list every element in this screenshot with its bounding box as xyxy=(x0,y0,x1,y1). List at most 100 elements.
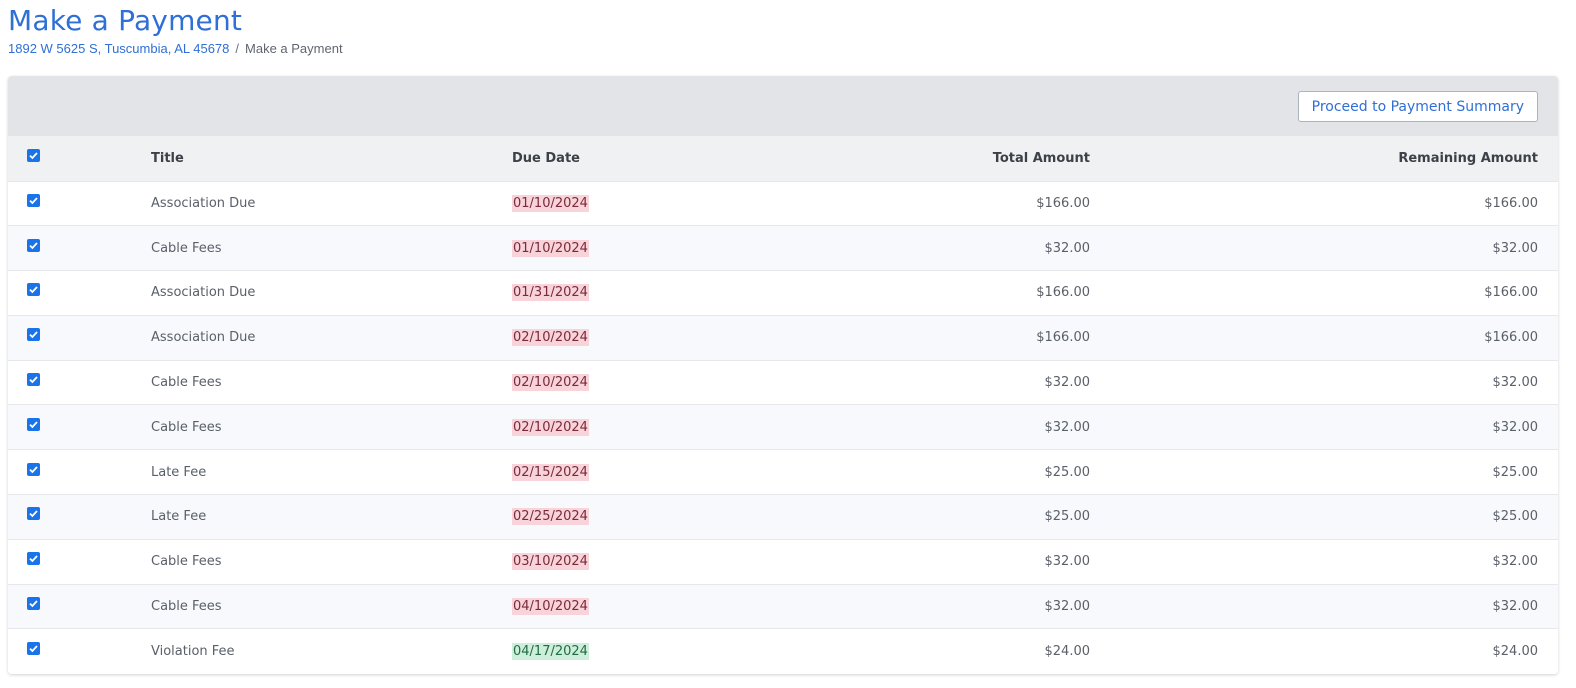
checkmark-icon xyxy=(29,331,38,339)
checkmark-icon xyxy=(29,152,38,160)
table-row[interactable]: Late Fee 02/15/2024 $25.00 $25.00 xyxy=(8,449,1558,495)
row-due-date-cell: 04/17/2024 xyxy=(512,629,737,674)
row-total-amount: $24.00 xyxy=(1044,644,1091,660)
table-row[interactable]: Association Due 01/10/2024 $166.00 $166.00 xyxy=(8,181,1558,226)
row-title: Late Fee xyxy=(151,509,207,525)
checkmark-icon xyxy=(29,555,38,563)
row-total-amount: $32.00 xyxy=(1044,240,1091,256)
table-row[interactable]: Association Due 02/10/2024 $166.00 $166.00 xyxy=(8,315,1558,361)
row-due-date-cell: 03/10/2024 xyxy=(512,539,737,584)
row-remaining-amount: $32.00 xyxy=(1492,599,1539,615)
checkmark-icon xyxy=(29,466,38,473)
card-toolbar: Proceed to Payment Summary xyxy=(8,76,1558,136)
row-title: Association Due xyxy=(151,195,256,211)
row-remaining-amount: $32.00 xyxy=(1492,375,1539,391)
table-row[interactable]: Cable Fees 03/10/2024 $32.00 $32.00 xyxy=(8,539,1558,585)
table-row[interactable]: Association Due 01/31/2024 $166.00 $166.00 xyxy=(8,270,1558,316)
row-checkbox[interactable] xyxy=(27,238,40,252)
row-checkbox[interactable] xyxy=(27,328,40,342)
row-checkbox-cell xyxy=(8,271,151,316)
row-due-date-cell: 02/25/2024 xyxy=(512,495,737,540)
checkmark-icon xyxy=(29,421,38,429)
checkmark-icon xyxy=(29,645,38,653)
row-checkbox[interactable] xyxy=(27,552,40,566)
checkmark-icon xyxy=(29,376,38,384)
row-remaining-amount: $32.00 xyxy=(1492,419,1539,435)
row-checkbox-cell xyxy=(8,181,151,226)
select-all-cell xyxy=(8,136,151,181)
row-remaining-amount: $24.00 xyxy=(1492,644,1539,660)
row-checkbox[interactable] xyxy=(27,642,40,656)
row-checkbox[interactable] xyxy=(27,507,40,521)
row-checkbox[interactable] xyxy=(27,417,40,431)
checkmark-icon xyxy=(29,286,38,294)
row-checkbox-cell xyxy=(8,539,151,584)
column-header-total-amount[interactable]: Total Amount xyxy=(992,150,1090,166)
checkmark-icon xyxy=(29,600,38,608)
column-header-remaining-amount[interactable]: Remaining Amount xyxy=(1398,150,1538,166)
row-remaining-amount: $32.00 xyxy=(1492,240,1539,256)
column-header-title[interactable]: Title xyxy=(151,150,184,166)
row-total-amount: $32.00 xyxy=(1044,554,1091,570)
row-checkbox-cell xyxy=(8,495,151,540)
row-due-date-cell: 02/10/2024 xyxy=(512,360,737,405)
table-row[interactable]: Cable Fees 04/10/2024 $32.00 $32.00 xyxy=(8,584,1558,629)
checkmark-icon xyxy=(29,510,38,518)
row-checkbox-cell xyxy=(8,360,151,405)
checkmark-icon xyxy=(29,197,38,205)
row-checkbox-cell xyxy=(8,629,151,674)
due-date-badge: 02/15/2024 xyxy=(512,463,589,481)
payment-card: Proceed to Payment Summary Title Due Dat… xyxy=(8,76,1558,674)
row-checkbox[interactable] xyxy=(27,373,40,387)
row-total-amount: $32.00 xyxy=(1044,375,1091,391)
row-title: Cable Fees xyxy=(151,554,222,570)
table-header-row: Title Due Date Total Amount Remaining Am… xyxy=(8,136,1558,181)
select-all-checkbox[interactable] xyxy=(27,148,40,162)
row-total-amount: $25.00 xyxy=(1044,509,1091,525)
row-due-date-cell: 02/10/2024 xyxy=(512,315,737,360)
row-checkbox[interactable] xyxy=(27,462,40,476)
row-title: Late Fee xyxy=(151,464,207,480)
table-row[interactable]: Cable Fees 02/10/2024 $32.00 $32.00 xyxy=(8,360,1558,405)
row-remaining-amount: $25.00 xyxy=(1492,509,1539,525)
due-date-badge: 02/10/2024 xyxy=(512,329,589,347)
breadcrumb-parent-link[interactable]: 1892 W 5625 S, Tuscumbia, AL 45678 xyxy=(8,41,230,56)
page-title: Make a Payment xyxy=(8,4,243,37)
row-due-date-cell: 01/31/2024 xyxy=(512,271,737,316)
row-title: Violation Fee xyxy=(151,644,235,660)
table-row[interactable]: Cable Fees 01/10/2024 $32.00 $32.00 xyxy=(8,225,1558,271)
row-title: Cable Fees xyxy=(151,240,222,256)
row-checkbox[interactable] xyxy=(27,597,40,611)
column-header-due-date[interactable]: Due Date xyxy=(512,150,580,166)
table-row[interactable]: Late Fee 02/25/2024 $25.00 $25.00 xyxy=(8,494,1558,540)
row-checkbox-cell xyxy=(8,584,151,629)
breadcrumb-current: Make a Payment xyxy=(245,41,343,56)
proceed-to-payment-summary-button[interactable]: Proceed to Payment Summary xyxy=(1297,91,1538,122)
due-date-badge: 02/10/2024 xyxy=(512,374,589,392)
due-date-badge: 04/10/2024 xyxy=(512,598,589,616)
table-body: Association Due 01/10/2024 $166.00 $166.00 C… xyxy=(8,181,1558,674)
payment-items-table: Title Due Date Total Amount Remaining Am… xyxy=(8,136,1558,674)
row-checkbox-cell xyxy=(8,405,151,450)
due-date-badge: 01/10/2024 xyxy=(512,239,589,257)
row-total-amount: $25.00 xyxy=(1044,464,1091,480)
row-checkbox[interactable] xyxy=(27,193,40,207)
table-row[interactable]: Cable Fees 02/10/2024 $32.00 $32.00 xyxy=(8,404,1558,450)
row-total-amount: $166.00 xyxy=(1036,285,1090,301)
table-row[interactable]: Violation Fee 04/17/2024 $24.00 $24.00 xyxy=(8,628,1558,674)
breadcrumb-separator: / xyxy=(235,41,240,56)
row-checkbox-cell xyxy=(8,315,151,360)
row-remaining-amount: $32.00 xyxy=(1492,554,1539,570)
row-due-date-cell: 02/10/2024 xyxy=(512,405,737,450)
row-remaining-amount: $166.00 xyxy=(1484,285,1538,301)
due-date-badge: 04/17/2024 xyxy=(512,643,589,661)
row-remaining-amount: $25.00 xyxy=(1492,464,1539,480)
row-due-date-cell: 02/15/2024 xyxy=(512,450,737,495)
row-remaining-amount: $166.00 xyxy=(1484,330,1538,346)
row-checkbox[interactable] xyxy=(27,283,40,297)
row-title: Cable Fees xyxy=(151,375,222,391)
row-title: Association Due xyxy=(151,330,256,346)
row-checkbox-cell xyxy=(8,226,151,271)
due-date-badge: 03/10/2024 xyxy=(512,553,589,571)
row-total-amount: $32.00 xyxy=(1044,419,1091,435)
